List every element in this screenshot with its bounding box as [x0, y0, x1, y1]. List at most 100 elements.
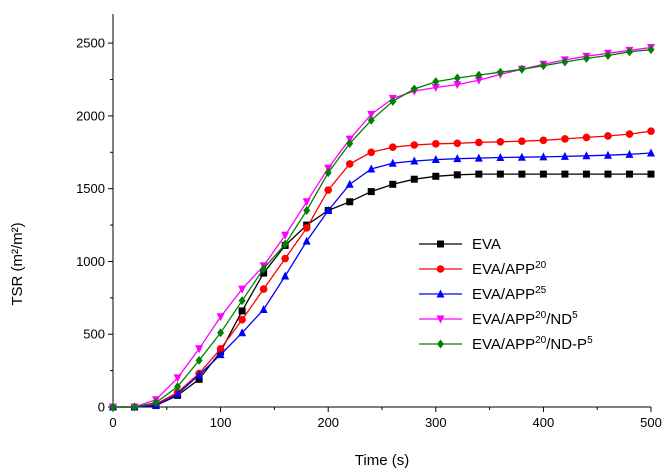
- data-point: [561, 57, 569, 67]
- data-point: [217, 328, 225, 338]
- legend-swatch-marker: [436, 289, 445, 298]
- data-point: [496, 170, 504, 178]
- legend-swatch-marker: [437, 339, 444, 349]
- data-point: [281, 231, 290, 240]
- data-point: [303, 206, 311, 215]
- legend-swatch-marker: [436, 265, 445, 273]
- x-tick-label: 0: [109, 415, 116, 430]
- legend-swatch-marker: [437, 240, 444, 248]
- data-point: [453, 81, 462, 90]
- data-point: [324, 168, 332, 178]
- data-point: [346, 198, 354, 206]
- data-point: [367, 148, 376, 157]
- data-point: [324, 186, 333, 194]
- data-point: [410, 141, 419, 149]
- data-point: [582, 53, 590, 63]
- series-line: [113, 130, 652, 408]
- legend-label: EVA/APP20: [472, 260, 547, 278]
- series-line: [113, 49, 652, 408]
- data-point: [453, 73, 461, 83]
- data-point: [431, 155, 440, 164]
- x-tick-label: 200: [317, 415, 339, 430]
- data-point: [238, 296, 246, 306]
- data-point: [518, 137, 526, 146]
- data-point: [216, 350, 225, 359]
- data-point: [625, 149, 634, 158]
- series-1: [109, 170, 655, 411]
- y-tick-label: 0: [98, 400, 105, 415]
- data-point: [475, 138, 483, 147]
- data-point: [561, 170, 569, 178]
- data-point: [432, 140, 440, 148]
- data-point: [195, 345, 204, 354]
- data-point: [131, 402, 139, 412]
- data-point: [604, 50, 612, 60]
- series-line: [113, 46, 652, 408]
- data-point: [560, 151, 569, 160]
- data-point: [539, 152, 548, 161]
- data-point: [410, 175, 418, 183]
- x-tick-label: 100: [210, 415, 232, 430]
- data-point: [389, 96, 397, 106]
- data-point: [518, 170, 526, 178]
- data-point: [389, 180, 397, 188]
- legend-entry: EVA/APP25: [419, 285, 547, 303]
- data-point: [238, 285, 247, 294]
- series-4: [109, 43, 655, 412]
- x-tick-label: 400: [533, 415, 555, 430]
- data-point: [367, 164, 376, 173]
- data-point: [388, 158, 397, 167]
- data-point: [582, 133, 591, 142]
- y-tick-label: 500: [83, 327, 105, 342]
- legend-label: EVA/APP20/ND-P5: [472, 335, 593, 353]
- data-point: [367, 110, 376, 119]
- data-point: [302, 198, 311, 207]
- y-tick-label: 2500: [76, 36, 105, 51]
- series-layer: [109, 43, 655, 412]
- data-point: [539, 61, 547, 71]
- y-tick-label: 1500: [76, 181, 105, 196]
- data-point: [173, 374, 182, 383]
- data-point: [195, 375, 203, 383]
- data-point: [475, 170, 483, 178]
- data-point: [647, 127, 655, 135]
- series-line: [113, 152, 652, 408]
- y-tick-label: 1000: [76, 254, 105, 269]
- y-tick-label: 2000: [76, 108, 105, 123]
- data-point: [496, 67, 504, 77]
- data-point: [518, 64, 526, 74]
- data-point: [324, 206, 333, 214]
- data-point: [453, 171, 461, 179]
- x-tick-label: 500: [640, 415, 662, 430]
- legend-label: EVA/APP20/ND5: [472, 310, 578, 328]
- series-5: [109, 45, 655, 412]
- legend-entry: EVA/APP20: [419, 260, 547, 278]
- data-point: [195, 370, 204, 379]
- data-point: [603, 150, 612, 159]
- data-point: [604, 170, 612, 178]
- legend-label: EVA: [472, 236, 501, 253]
- data-point: [302, 224, 311, 232]
- data-point: [345, 179, 354, 188]
- data-point: [174, 382, 182, 392]
- data-point: [410, 84, 418, 94]
- data-point: [410, 156, 419, 165]
- data-point: [474, 76, 483, 85]
- data-point: [367, 188, 375, 196]
- data-point: [647, 170, 655, 178]
- data-point: [238, 315, 246, 324]
- data-point: [453, 139, 462, 148]
- data-point: [582, 170, 590, 178]
- data-point: [259, 304, 268, 313]
- data-point: [625, 47, 633, 57]
- data-point: [604, 132, 612, 140]
- data-point: [432, 77, 440, 87]
- data-point: [238, 328, 247, 337]
- data-point: [561, 135, 569, 143]
- data-point: [281, 271, 290, 280]
- legend-swatch-marker: [436, 315, 445, 324]
- data-point: [625, 170, 633, 178]
- data-point: [238, 307, 246, 315]
- data-point: [216, 344, 225, 353]
- data-point: [388, 143, 397, 151]
